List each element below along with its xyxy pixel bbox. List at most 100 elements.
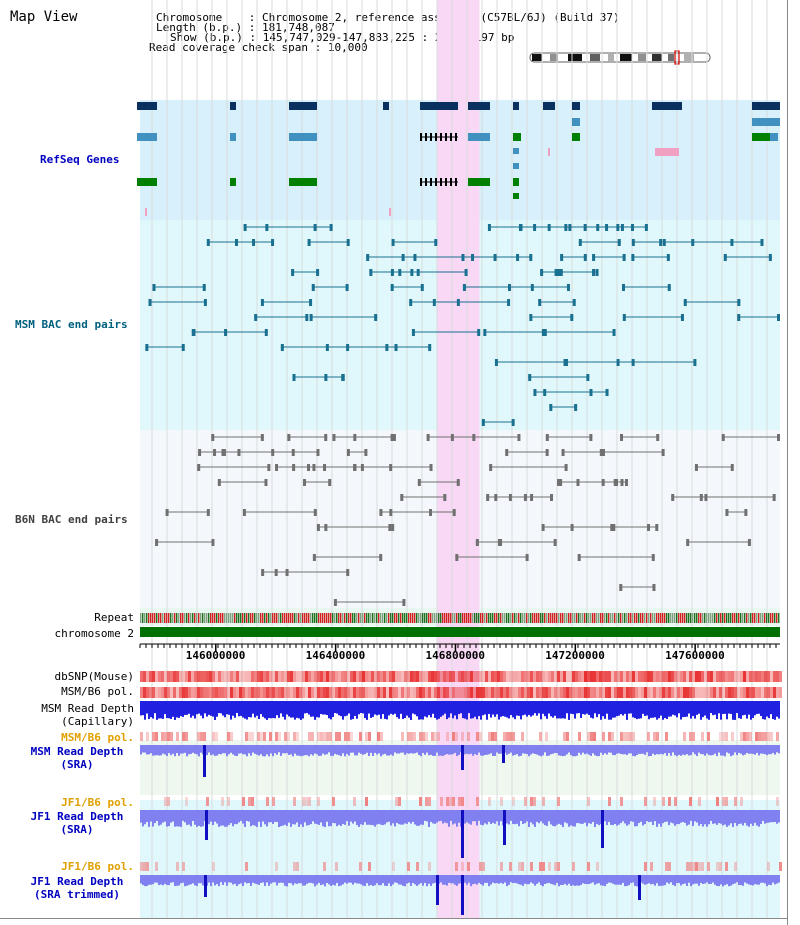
repeat-mark <box>360 613 362 623</box>
repeat-mark <box>690 613 692 623</box>
bac-end-marker <box>737 299 741 306</box>
read-depth-bar <box>762 875 764 883</box>
read-depth-bar <box>542 875 544 887</box>
heat-cell <box>251 687 254 698</box>
heat-cell <box>251 732 254 741</box>
read-depth-bar <box>740 701 742 719</box>
heat-cell <box>425 732 428 741</box>
heat-cell <box>359 732 362 741</box>
read-depth-bar <box>606 810 608 826</box>
repeat-mark <box>274 613 276 623</box>
heat-cell <box>431 732 434 741</box>
read-depth-bar <box>534 701 536 714</box>
read-depth-bar <box>640 701 642 719</box>
bac-end-marker <box>528 374 532 381</box>
read-depth-bar <box>740 745 742 754</box>
read-depth-bar <box>604 745 606 754</box>
read-depth-bar <box>448 701 450 718</box>
read-depth-bar <box>666 875 668 883</box>
read-depth-bar <box>180 745 182 754</box>
gene-feature <box>468 178 490 186</box>
heat-cell <box>596 671 599 682</box>
heat-cell <box>665 687 668 698</box>
heat-cell <box>734 687 737 698</box>
heat-cell <box>242 797 245 806</box>
repeat-mark <box>428 613 430 623</box>
heat-cell <box>623 671 626 682</box>
read-depth-bar <box>420 745 422 757</box>
read-depth-bar <box>654 875 656 886</box>
heat-cell <box>263 732 266 741</box>
read-depth-bar <box>444 875 446 885</box>
read-depth-bar <box>684 745 686 756</box>
heat-cell <box>380 687 383 698</box>
gene-feature <box>572 133 580 141</box>
read-depth-bar <box>484 701 486 715</box>
repeat-mark <box>590 613 592 623</box>
read-depth-bar <box>388 875 390 884</box>
read-depth-bar <box>380 810 382 825</box>
bac-end-marker <box>529 254 533 261</box>
bac-end-marker <box>517 434 521 441</box>
heat-cell <box>389 671 392 682</box>
bac-end-marker <box>398 269 402 276</box>
read-depth-bar <box>510 701 512 716</box>
read-depth-bar <box>288 810 290 823</box>
bac-end-marker <box>559 269 563 276</box>
repeat-mark <box>324 613 326 623</box>
repeat-mark <box>480 613 482 623</box>
repeat-mark <box>272 613 274 623</box>
bac-end-marker <box>564 464 568 471</box>
read-depth-bar <box>652 701 654 718</box>
read-depth-bar <box>586 745 588 754</box>
read-depth-bar <box>384 875 386 886</box>
heat-cell <box>599 687 602 698</box>
repeat-mark <box>512 613 514 623</box>
heat-cell <box>461 797 464 806</box>
read-depth-bar <box>650 875 652 885</box>
heat-cell <box>695 671 698 682</box>
gene-feature <box>513 148 519 154</box>
heat-cell <box>542 671 545 682</box>
read-depth-bar <box>554 745 556 753</box>
read-depth-bar <box>516 875 518 884</box>
read-depth-bar <box>574 701 576 719</box>
heat-cell <box>767 862 770 871</box>
bac-end-marker <box>605 389 609 396</box>
read-depth-bar <box>178 701 180 718</box>
heat-cell <box>416 671 419 682</box>
heat-cell <box>578 671 581 682</box>
bac-end-marker <box>429 464 433 471</box>
read-depth-bar <box>564 875 566 884</box>
heat-cell <box>164 732 167 741</box>
read-depth-bar <box>194 745 196 754</box>
repeat-mark <box>692 613 694 623</box>
heat-cell <box>590 732 593 741</box>
read-depth-bar <box>614 745 616 756</box>
read-depth-bar <box>604 810 606 822</box>
read-depth-bar <box>302 745 304 756</box>
read-depth-bar <box>456 810 458 827</box>
read-depth-bar <box>646 701 648 716</box>
read-depth-bar <box>234 745 236 756</box>
heat-cell <box>755 671 758 682</box>
heat-cell <box>434 732 437 741</box>
read-depth-bar <box>276 701 278 716</box>
bac-end-marker <box>274 569 278 576</box>
read-depth-bar <box>220 810 222 826</box>
repeat-mark <box>372 613 374 623</box>
repeat-mark <box>216 613 218 623</box>
read-depth-bar <box>638 701 640 719</box>
read-depth-spike <box>638 875 641 900</box>
read-depth-bar <box>500 810 502 822</box>
chromosome-ideogram[interactable] <box>528 50 714 66</box>
read-depth-bar <box>490 810 492 824</box>
heat-cell <box>215 671 218 682</box>
read-depth-bar <box>274 810 276 822</box>
read-depth-bar <box>358 701 360 715</box>
heat-cell <box>218 671 221 682</box>
bac-end-marker <box>346 239 350 246</box>
heat-cell <box>317 671 320 682</box>
repeat-mark <box>166 613 168 623</box>
